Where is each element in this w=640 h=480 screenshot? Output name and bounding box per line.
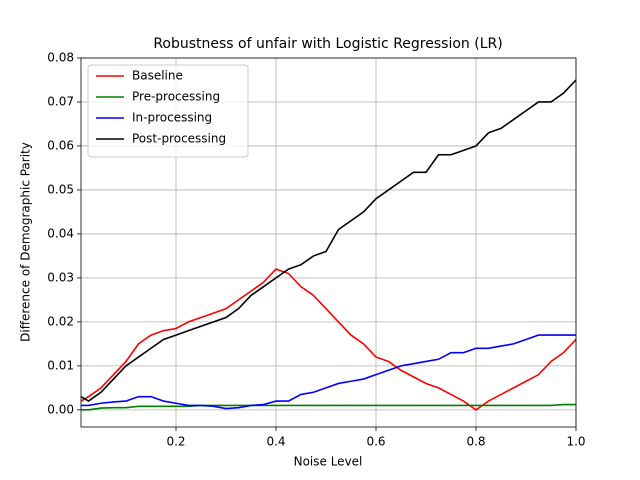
line-series (80, 268, 577, 411)
legend-label: Post-processing (132, 132, 226, 146)
legend-label: Baseline (132, 69, 183, 83)
x-tick-label: 0.2 (166, 435, 185, 449)
y-tick-label: 0.00 (47, 402, 74, 416)
x-tick-label: 0.4 (266, 435, 285, 449)
y-tick-label: 0.07 (47, 94, 74, 108)
y-tick-label: 0.03 (47, 270, 74, 284)
y-tick-label: 0.05 (47, 182, 74, 196)
y-tick-label: 0.02 (47, 314, 74, 328)
y-tick-label: 0.01 (47, 358, 74, 372)
plot-frame (80, 57, 577, 428)
y-tick-label: 0.04 (47, 226, 74, 240)
y-tick-label: 0.08 (47, 51, 74, 65)
legend-label: In-processing (132, 111, 212, 125)
legend-frame (87, 64, 249, 158)
y-tick-label: 0.06 (47, 138, 74, 152)
legend-label: Pre-processing (132, 90, 220, 104)
y-axis-label: Difference of Demographic Parity (19, 142, 33, 342)
line-series (80, 79, 577, 403)
legend: Baseline Pre-processing In-processing Post-… (87, 64, 249, 158)
line-series (81, 334, 576, 410)
line-series (81, 403, 576, 411)
x-tick-label: 0.8 (466, 435, 485, 449)
x-axis-label: Noise Level (294, 455, 363, 469)
x-tick-label: 0.6 (366, 435, 385, 449)
x-tick-label: 1.0 (566, 435, 585, 449)
chart-title: Robustness of unfair with Logistic Regre… (153, 36, 502, 52)
